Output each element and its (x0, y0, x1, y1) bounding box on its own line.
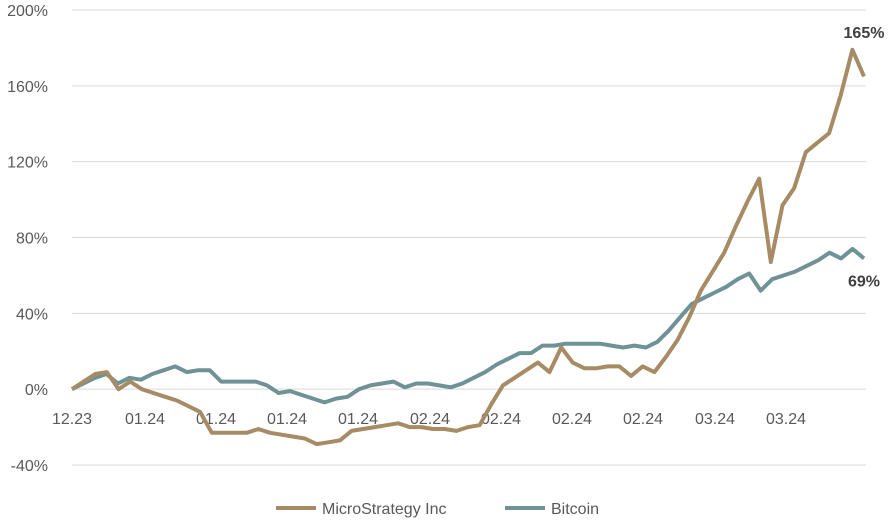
y-tick-label: 0% (25, 382, 48, 399)
legend: MicroStrategy Inc Bitcoin (276, 501, 599, 518)
x-tick-label: 03.24 (766, 411, 806, 428)
series-lines (70, 47, 866, 447)
x-tick-label: 01.24 (267, 411, 307, 428)
y-tick-label: 160% (7, 79, 48, 96)
x-tick-label: 02.24 (410, 411, 450, 428)
series-line-microstrategy (70, 47, 866, 447)
end-labels: 165% 69% (844, 25, 885, 291)
x-tick-label: 03.24 (695, 411, 735, 428)
x-tick-label: 01.24 (338, 411, 378, 428)
series-line-bitcoin (71, 246, 866, 405)
y-tick-label: 200% (7, 3, 48, 20)
end-label-bitcoin: 69% (848, 273, 880, 290)
x-tick-label: 12.23 (52, 411, 92, 428)
y-tick-label: 80% (16, 231, 48, 248)
end-label-microstrategy: 165% (844, 25, 885, 42)
x-axis-tick-labels: 12.23 01.24 01.24 01.24 01.24 02.24 02.24 02.24… (52, 411, 806, 428)
x-tick-label: 01.24 (125, 411, 165, 428)
x-tick-label: 02.24 (623, 411, 663, 428)
x-tick-label: 02.24 (481, 411, 521, 428)
gridlines (72, 9, 866, 466)
x-tick-label: 02.24 (552, 411, 592, 428)
y-tick-label: -40% (11, 458, 48, 475)
y-tick-label: 40% (16, 306, 48, 323)
y-tick-label: 120% (7, 155, 48, 172)
legend-label-bitcoin: Bitcoin (551, 501, 599, 518)
y-axis-tick-labels: -40% 0% 40% 80% 120% 160% 200% (7, 3, 48, 475)
legend-label-microstrategy: MicroStrategy Inc (322, 501, 446, 518)
